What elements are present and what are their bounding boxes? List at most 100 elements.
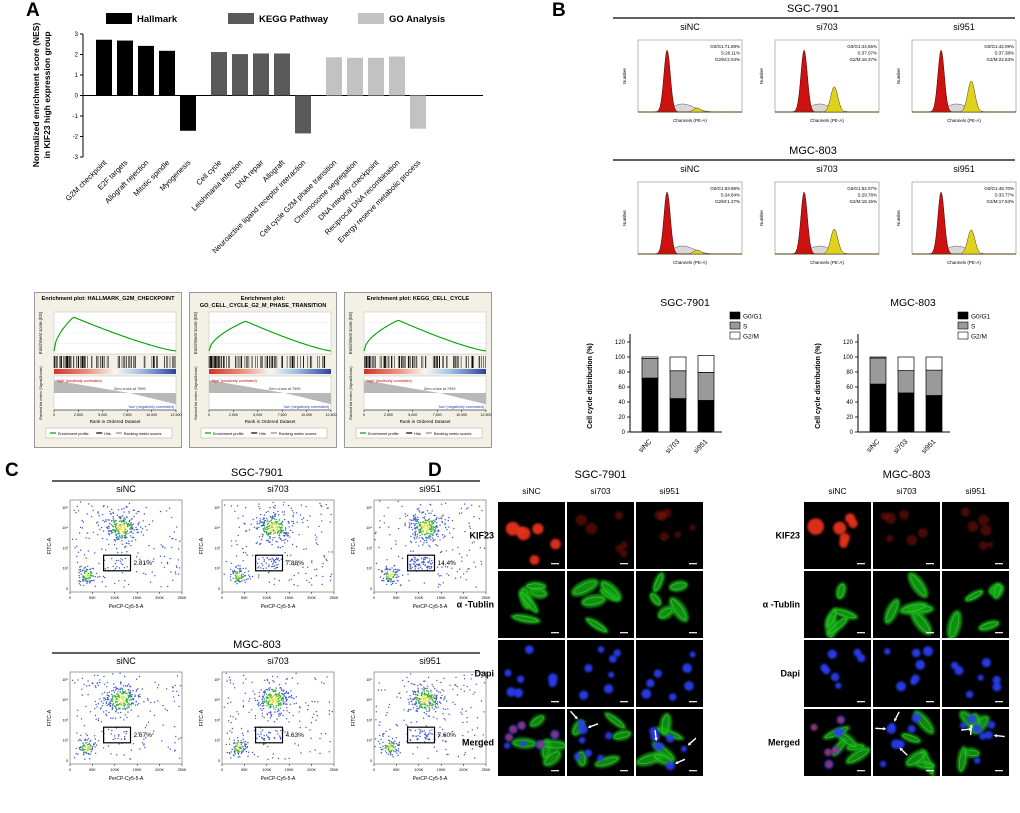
svg-text:10⁴: 10⁴ xyxy=(214,526,220,530)
scale-bar xyxy=(689,770,697,772)
svg-text:Rank in Ordered Dataset: Rank in Ordered Dataset xyxy=(90,419,142,424)
svg-text:0: 0 xyxy=(66,759,68,763)
svg-text:100K: 100K xyxy=(262,596,271,600)
svg-text:150K: 150K xyxy=(437,768,446,772)
svg-text:100K: 100K xyxy=(110,596,119,600)
svg-text:2: 2 xyxy=(75,53,79,59)
svg-text:PerCP-Cy5-5-A: PerCP-Cy5-5-A xyxy=(413,604,448,610)
svg-text:si703: si703 xyxy=(816,164,838,174)
svg-text:si703: si703 xyxy=(896,486,917,496)
svg-text:10⁴: 10⁴ xyxy=(214,698,220,702)
svg-text:FITC-A: FITC-A xyxy=(47,709,53,726)
svg-text:S: S xyxy=(743,324,748,331)
svg-text:10³: 10³ xyxy=(367,546,373,550)
if-grids-svg: SGC-7901 siNC si703 si951 KIF23 α -Tublin Dapi… xyxy=(457,469,1009,776)
pointer-arrow xyxy=(676,758,686,764)
svg-text:MGC-803: MGC-803 xyxy=(789,145,837,157)
svg-text:0: 0 xyxy=(218,759,220,763)
immunofluorescence-grids: SGC-7901 siNC si703 si951 KIF23 α -Tublin Dapi… xyxy=(452,466,1014,796)
svg-text:200K: 200K xyxy=(155,768,164,772)
svg-text:siNC: siNC xyxy=(680,22,700,32)
scale-bar xyxy=(995,770,1003,772)
scale-bar xyxy=(995,563,1003,565)
svg-text:100: 100 xyxy=(843,355,854,361)
if-image xyxy=(873,640,940,707)
svg-text:0: 0 xyxy=(622,430,626,436)
svg-text:Channels (PE-A): Channels (PE-A) xyxy=(947,260,981,265)
svg-text:Rank in Ordered Dataset: Rank in Ordered Dataset xyxy=(245,419,297,424)
if-image xyxy=(873,502,940,569)
if-image xyxy=(498,640,565,707)
gsea-plot: Enrichment plot: KEGG_CELL_CYCLE Enrichme… xyxy=(344,292,492,448)
svg-text:200K: 200K xyxy=(307,596,316,600)
svg-text:0: 0 xyxy=(218,587,220,591)
scale-bar xyxy=(620,770,628,772)
svg-text:Cell cycle distribution (%): Cell cycle distribution (%) xyxy=(815,343,822,429)
svg-text:Ranked list metric (Signal2Noi: Ranked list metric (Signal2Noise) xyxy=(39,366,43,419)
svg-text:KIF23: KIF23 xyxy=(775,531,800,541)
svg-text:FITC-A: FITC-A xyxy=(199,709,205,726)
svg-text:-3: -3 xyxy=(73,155,79,161)
svg-text:G2/M: G2/M xyxy=(743,334,759,341)
nes-chart-svg: Hallmark KEGG Pathway GO Analysis -3 -2 -1 0 1 2… xyxy=(31,13,483,255)
svg-text:80: 80 xyxy=(846,370,853,376)
svg-text:Enrichment plot: HALLMARK_G2M_: Enrichment plot: HALLMARK_G2M_CHECKPOINT xyxy=(41,296,175,302)
svg-text:KIF23: KIF23 xyxy=(469,531,494,541)
svg-text:si703: si703 xyxy=(665,438,682,455)
svg-text:10⁴: 10⁴ xyxy=(62,698,68,702)
svg-text:PerCP-Cy5-5-A: PerCP-Cy5-5-A xyxy=(109,604,144,610)
svg-text:Enrichment plot: KEGG_CELL_CYC: Enrichment plot: KEGG_CELL_CYCLE xyxy=(367,296,470,302)
svg-text:si951: si951 xyxy=(965,486,986,496)
scale-bar xyxy=(926,701,934,703)
svg-text:MGC-803: MGC-803 xyxy=(883,469,931,481)
if-image xyxy=(804,640,871,707)
svg-text:Channels (PE-A): Channels (PE-A) xyxy=(810,118,844,123)
svg-text:250K: 250K xyxy=(178,768,187,772)
if-image xyxy=(636,502,703,569)
svg-text:FITC-A: FITC-A xyxy=(47,537,53,554)
svg-text:si703: si703 xyxy=(816,22,838,32)
svg-text:1: 1 xyxy=(75,73,79,79)
flow-histograms-svg: SGC-7901 siNC G0/G1:71.89% S:26.11%G2/M:2.0… xyxy=(613,3,1017,265)
svg-text:0: 0 xyxy=(370,587,372,591)
svg-text:150K: 150K xyxy=(133,596,142,600)
scale-bar xyxy=(689,563,697,565)
svg-text:Normalized enrichment score (N: Normalized enrichment score (NES) xyxy=(31,23,41,168)
gsea-plot: Enrichment plot: HALLMARK_G2M_CHECKPOINT… xyxy=(34,292,182,448)
svg-text:0: 0 xyxy=(69,596,71,600)
svg-text:Dapi: Dapi xyxy=(474,669,494,679)
svg-text:siNC: siNC xyxy=(866,438,882,454)
svg-text:FITC-A: FITC-A xyxy=(351,709,357,726)
svg-text:si951: si951 xyxy=(419,484,441,494)
if-image xyxy=(804,571,871,638)
svg-text:150K: 150K xyxy=(133,768,142,772)
svg-text:siNC: siNC xyxy=(116,484,136,494)
svg-text:'low' (negatively correlated): 'low' (negatively correlated) xyxy=(128,405,175,409)
svg-text:120: 120 xyxy=(843,340,854,346)
pointer-arrow xyxy=(569,710,577,719)
svg-text:Merged: Merged xyxy=(462,738,494,748)
svg-text:Channels (PE-A): Channels (PE-A) xyxy=(810,260,844,265)
svg-text:100: 100 xyxy=(615,355,626,361)
scale-bar xyxy=(995,632,1003,634)
svg-text:200K: 200K xyxy=(155,596,164,600)
svg-text:G0/G1:42.09%: G0/G1:42.09% xyxy=(984,44,1014,49)
svg-text:G0/G1: G0/G1 xyxy=(743,314,763,321)
svg-text:10²: 10² xyxy=(215,567,221,571)
svg-text:SGC-7901: SGC-7901 xyxy=(787,3,839,15)
panel-c-label: C xyxy=(5,460,19,481)
svg-text:2.81%: 2.81% xyxy=(133,560,152,567)
gate-box xyxy=(407,726,436,744)
svg-text:Hits: Hits xyxy=(104,432,111,436)
scale-bar xyxy=(857,563,865,565)
scale-bar xyxy=(926,563,934,565)
scale-bar xyxy=(551,701,559,703)
if-image xyxy=(498,502,565,569)
svg-text:PerCP-Cy5-5-A: PerCP-Cy5-5-A xyxy=(261,604,296,610)
svg-text:G0/G1:63.89%: G0/G1:63.89% xyxy=(710,186,740,191)
svg-text:Enrichment profile: Enrichment profile xyxy=(213,432,244,436)
if-image xyxy=(567,640,634,707)
svg-text:α -Tublin: α -Tublin xyxy=(763,600,800,610)
svg-text:SGC-7901: SGC-7901 xyxy=(231,467,283,479)
gsea-plots: Enrichment plot: HALLMARK_G2M_CHECKPOINT… xyxy=(34,292,504,452)
